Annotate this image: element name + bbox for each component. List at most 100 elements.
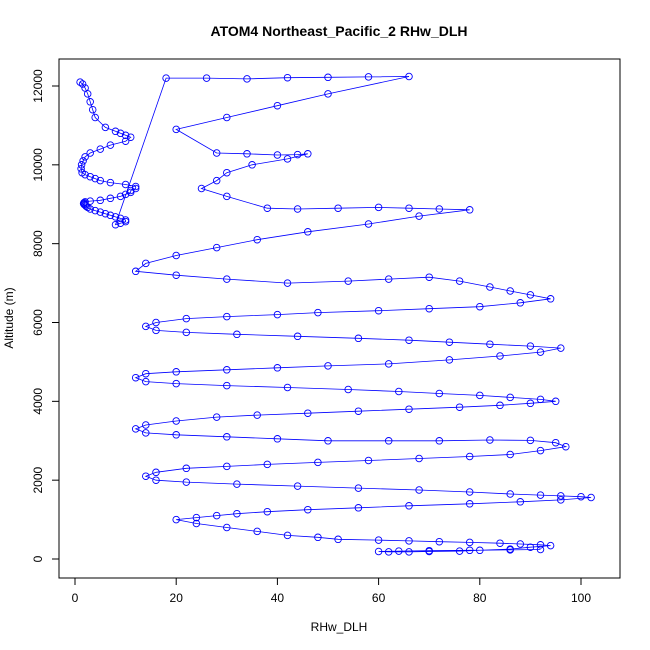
data-point [293, 482, 302, 490]
data-point [111, 127, 120, 136]
data-point [395, 387, 403, 396]
data-point [465, 546, 474, 555]
data-point [273, 435, 282, 443]
data-point [233, 509, 241, 518]
data-point [91, 206, 99, 215]
data-point [131, 425, 140, 433]
data-point [172, 271, 180, 279]
data-point [506, 546, 514, 554]
data-point [192, 513, 201, 522]
data-point [131, 184, 140, 193]
data-point [374, 203, 383, 212]
data-point [263, 507, 272, 516]
data-point [405, 405, 413, 413]
data-point [546, 541, 555, 550]
data-point [425, 546, 433, 555]
x-tick-label-3: 60 [372, 591, 386, 605]
data-point [106, 194, 115, 203]
data-point [374, 306, 383, 315]
data-point [142, 429, 150, 437]
data-point [324, 90, 332, 98]
x-tick-label-1: 20 [170, 591, 184, 605]
data-point [88, 105, 97, 114]
data-point [364, 220, 373, 228]
data-point [557, 496, 565, 504]
data-point [516, 299, 525, 307]
data-point [304, 228, 312, 236]
data-point [142, 421, 150, 429]
data-point [526, 543, 535, 551]
data-point [131, 373, 140, 382]
data-point [415, 454, 423, 463]
data-point [384, 548, 393, 556]
data-point [223, 113, 231, 122]
data-point [172, 417, 180, 425]
data-point [557, 492, 565, 500]
data-point [562, 442, 570, 451]
data-point [496, 352, 504, 360]
data-point [182, 478, 191, 486]
data-point [304, 150, 312, 158]
data-point [152, 318, 160, 327]
data-point [86, 205, 94, 213]
data-point [106, 178, 115, 187]
data-point [304, 505, 312, 514]
data-point [455, 403, 464, 411]
data-point [526, 291, 535, 299]
data-point [96, 196, 105, 205]
data-point [526, 342, 535, 350]
data-point [324, 73, 332, 82]
data-point [465, 500, 474, 508]
data-point [415, 212, 423, 220]
data-point [384, 437, 393, 445]
data-point [445, 356, 454, 364]
data-point [324, 362, 332, 370]
data-point [314, 458, 322, 467]
data-point [435, 437, 444, 445]
data-point [374, 547, 383, 556]
data-point [76, 78, 84, 86]
data-point [172, 368, 180, 376]
chart-title: ATOM4 Northeast_Pacific_2 RHw_DLH [211, 23, 468, 39]
data-point [415, 486, 423, 494]
data-point [546, 295, 555, 303]
data-point [223, 168, 231, 177]
data-point [344, 385, 352, 394]
data-point [152, 468, 160, 477]
data-point [243, 75, 251, 83]
y-axis-label: Altitude (m) [2, 287, 16, 348]
data-point [465, 538, 474, 547]
data-point [405, 72, 413, 81]
data-point [435, 389, 444, 398]
data-point [121, 131, 130, 140]
data-point [364, 73, 373, 81]
data-point [79, 157, 87, 165]
data-point [506, 450, 514, 459]
data-point [283, 531, 292, 540]
data-point [551, 397, 560, 406]
data-point [455, 547, 464, 555]
data-point [526, 436, 535, 445]
data-point [273, 310, 282, 319]
x-axis: 0 20 40 60 80 100 [72, 577, 591, 605]
data-point [344, 277, 352, 285]
data-point [314, 308, 322, 317]
data-point [324, 437, 332, 445]
data-point [435, 537, 444, 546]
data-point [96, 176, 105, 185]
data-point [506, 287, 514, 295]
data-point [455, 277, 464, 285]
data-point [131, 267, 140, 276]
data-point [486, 340, 494, 348]
data-point [121, 190, 130, 199]
data-point [142, 322, 150, 331]
data-point [476, 546, 484, 555]
y-tick-label-5: 10000 [31, 148, 45, 182]
data-point [526, 399, 535, 408]
data-point [374, 536, 383, 544]
data-point [172, 125, 180, 134]
data-point [506, 393, 514, 402]
data-point [91, 174, 99, 183]
